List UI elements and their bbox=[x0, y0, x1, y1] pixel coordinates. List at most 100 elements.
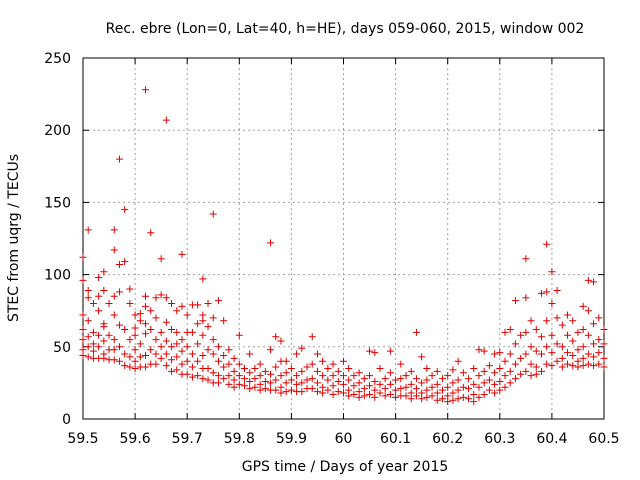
data-point bbox=[142, 320, 150, 328]
data-point bbox=[511, 375, 519, 383]
data-point bbox=[485, 386, 493, 394]
data-point bbox=[272, 386, 280, 394]
data-point bbox=[438, 386, 446, 394]
data-point bbox=[574, 328, 582, 336]
data-point bbox=[600, 363, 608, 371]
data-point bbox=[152, 314, 160, 322]
grid bbox=[83, 58, 604, 419]
data-point bbox=[480, 379, 488, 387]
data-point bbox=[590, 278, 598, 286]
data-point bbox=[168, 325, 176, 333]
data-point bbox=[293, 350, 301, 358]
data-point bbox=[527, 317, 535, 325]
data-point bbox=[324, 386, 332, 394]
data-point bbox=[313, 388, 321, 396]
data-point bbox=[162, 318, 170, 326]
data-point bbox=[147, 325, 155, 333]
data-point bbox=[95, 307, 103, 315]
data-point bbox=[287, 386, 295, 394]
data-point bbox=[532, 325, 540, 333]
data-point bbox=[371, 386, 379, 394]
data-point bbox=[522, 367, 530, 375]
data-point bbox=[142, 302, 150, 310]
data-point bbox=[334, 377, 342, 385]
data-point bbox=[313, 379, 321, 387]
data-point bbox=[564, 311, 572, 319]
data-point bbox=[366, 390, 374, 398]
data-point bbox=[256, 360, 264, 368]
data-point bbox=[246, 385, 254, 393]
y-tick-label: 50 bbox=[53, 340, 71, 356]
data-point bbox=[188, 350, 196, 358]
data-point bbox=[214, 372, 222, 380]
data-point bbox=[418, 379, 426, 387]
data-point bbox=[178, 360, 186, 368]
data-point bbox=[470, 364, 478, 372]
data-point bbox=[131, 357, 139, 365]
data-point bbox=[459, 383, 467, 391]
data-point bbox=[220, 351, 228, 359]
plot-frame bbox=[82, 57, 605, 420]
data-point bbox=[444, 383, 452, 391]
data-point bbox=[532, 370, 540, 378]
data-point bbox=[110, 311, 118, 319]
data-point bbox=[152, 336, 160, 344]
data-point bbox=[366, 382, 374, 390]
x-tick-label: 59.9 bbox=[276, 431, 307, 447]
data-point bbox=[553, 340, 561, 348]
data-point bbox=[397, 375, 405, 383]
data-point bbox=[402, 372, 410, 380]
data-point bbox=[569, 351, 577, 359]
data-point bbox=[199, 275, 207, 283]
data-point bbox=[470, 398, 478, 406]
data-point bbox=[308, 333, 316, 341]
data-point bbox=[178, 336, 186, 344]
data-point bbox=[418, 395, 426, 403]
data-point bbox=[293, 380, 301, 388]
data-point bbox=[402, 383, 410, 391]
data-point bbox=[251, 375, 259, 383]
data-point bbox=[407, 380, 415, 388]
data-point bbox=[579, 302, 587, 310]
data-point bbox=[261, 377, 269, 385]
data-point bbox=[204, 364, 212, 372]
data-point bbox=[272, 333, 280, 341]
data-point bbox=[308, 375, 316, 383]
data-point bbox=[433, 380, 441, 388]
data-point bbox=[173, 307, 181, 315]
data-point bbox=[600, 325, 608, 333]
data-point bbox=[287, 376, 295, 384]
chart-title: Rec. ebre (Lon=0, Lat=40, h=HE), days 05… bbox=[106, 21, 585, 37]
data-point bbox=[230, 367, 238, 375]
data-point bbox=[256, 372, 264, 380]
data-point bbox=[147, 229, 155, 237]
data-point bbox=[553, 286, 561, 294]
data-point bbox=[392, 386, 400, 394]
data-point bbox=[115, 321, 123, 329]
data-point bbox=[491, 350, 499, 358]
data-point bbox=[569, 362, 577, 370]
data-point bbox=[173, 340, 181, 348]
data-point bbox=[110, 336, 118, 344]
data-point bbox=[183, 357, 191, 365]
data-point bbox=[126, 285, 134, 293]
data-point bbox=[142, 292, 150, 300]
data-point bbox=[590, 340, 598, 348]
x-tick-label: 60.1 bbox=[380, 431, 411, 447]
data-point bbox=[449, 396, 457, 404]
data-point bbox=[444, 372, 452, 380]
data-point bbox=[115, 357, 123, 365]
data-point bbox=[360, 385, 368, 393]
data-point bbox=[89, 340, 97, 348]
data-point bbox=[214, 379, 222, 387]
data-point bbox=[600, 340, 608, 348]
data-point bbox=[376, 364, 384, 372]
data-point bbox=[345, 392, 353, 400]
data-point bbox=[79, 336, 87, 344]
data-point bbox=[480, 367, 488, 375]
data-point bbox=[194, 372, 202, 380]
data-point bbox=[100, 354, 108, 362]
data-point bbox=[282, 379, 290, 387]
data-point bbox=[574, 363, 582, 371]
data-point bbox=[230, 354, 238, 362]
